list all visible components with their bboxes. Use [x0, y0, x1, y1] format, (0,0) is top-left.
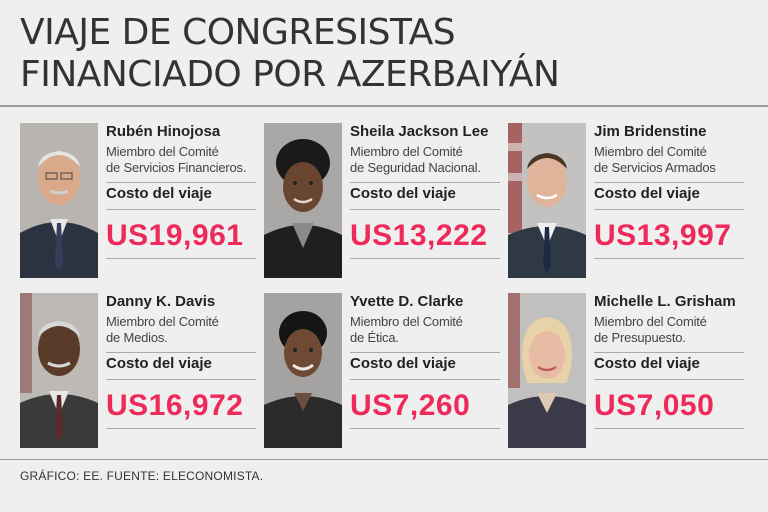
card-bridenstine: Jim Bridenstine Miembro del Comité de Se… — [508, 123, 758, 283]
card-jackson-lee: Sheila Jackson Lee Miembro del Comité de… — [264, 123, 514, 283]
title-line-1: VIAJE DE CONGRESISTAS — [20, 12, 456, 53]
divider — [350, 182, 500, 183]
divider — [350, 209, 500, 210]
divider — [350, 352, 500, 353]
divider — [106, 182, 256, 183]
card-clarke: Yvette D. Clarke Miembro del Comité de É… — [264, 293, 514, 453]
portrait-photo — [508, 123, 586, 278]
role-line-2: de Servicios Armados — [594, 160, 716, 175]
footer-divider — [0, 459, 768, 460]
portrait-image — [20, 293, 98, 448]
source-credit: GRÁFICO: EE. FUENTE: ELECONOMISTA. — [20, 469, 264, 483]
portrait-photo — [20, 123, 98, 278]
cost-label: Costo del viaje — [350, 185, 456, 202]
role-line-1: Miembro del Comité — [106, 144, 219, 159]
cost-value: US7,260 — [350, 389, 471, 422]
member-role: Miembro del Comité de Servicios Financie… — [106, 144, 256, 176]
card-davis: Danny K. Davis Miembro del Comité de Med… — [20, 293, 270, 453]
divider — [594, 428, 744, 429]
divider — [594, 182, 744, 183]
cost-value: US19,961 — [106, 219, 244, 252]
portrait-image — [508, 293, 586, 448]
card-hinojosa: Rubén Hinojosa Miembro del Comité de Ser… — [20, 123, 270, 283]
cost-label: Costo del viaje — [106, 355, 212, 372]
card-grisham: Michelle L. Grisham Miembro del Comité d… — [508, 293, 758, 453]
cost-label: Costo del viaje — [594, 355, 700, 372]
role-line-1: Miembro del Comité — [350, 314, 463, 329]
member-name: Danny K. Davis — [106, 293, 216, 310]
member-role: Miembro del Comité de Seguridad Nacional… — [350, 144, 500, 176]
member-name: Jim Bridenstine — [594, 123, 707, 140]
member-name: Yvette D. Clarke — [350, 293, 464, 310]
divider — [350, 379, 500, 380]
divider — [106, 352, 256, 353]
role-line-2: de Seguridad Nacional. — [350, 160, 481, 175]
member-role: Miembro del Comité de Presupuesto. — [594, 314, 744, 346]
cost-value: US13,997 — [594, 219, 732, 252]
role-line-1: Miembro del Comité — [594, 314, 707, 329]
portrait-photo — [264, 123, 342, 278]
cost-value: US7,050 — [594, 389, 715, 422]
role-line-1: Miembro del Comité — [350, 144, 463, 159]
role-line-2: de Ética. — [350, 330, 399, 345]
portrait-photo — [508, 293, 586, 448]
member-name: Rubén Hinojosa — [106, 123, 221, 140]
divider — [594, 258, 744, 259]
cost-value: US16,972 — [106, 389, 244, 422]
portrait-image — [264, 293, 342, 448]
portrait-photo — [264, 293, 342, 448]
divider — [106, 428, 256, 429]
portrait-image — [264, 123, 342, 278]
role-line-2: de Medios. — [106, 330, 168, 345]
member-name: Sheila Jackson Lee — [350, 123, 489, 140]
page-title: VIAJE DE CONGRESISTAS FINANCIADO POR AZE… — [20, 12, 750, 96]
cost-value: US13,222 — [350, 219, 488, 252]
role-line-2: de Presupuesto. — [594, 330, 686, 345]
title-line-2: FINANCIADO POR AZERBAIYÁN — [20, 54, 560, 95]
member-role: Miembro del Comité de Medios. — [106, 314, 256, 346]
cost-label: Costo del viaje — [106, 185, 212, 202]
divider — [106, 258, 256, 259]
member-role: Miembro del Comité de Servicios Armados — [594, 144, 744, 176]
portrait-photo — [20, 293, 98, 448]
divider — [594, 209, 744, 210]
role-line-1: Miembro del Comité — [594, 144, 707, 159]
divider — [106, 209, 256, 210]
member-role: Miembro del Comité de Ética. — [350, 314, 500, 346]
divider — [594, 352, 744, 353]
cost-label: Costo del viaje — [350, 355, 456, 372]
divider — [350, 258, 500, 259]
divider — [106, 379, 256, 380]
divider — [350, 428, 500, 429]
title-divider — [0, 105, 768, 107]
portrait-image — [508, 123, 586, 278]
portrait-image — [20, 123, 98, 278]
cost-label: Costo del viaje — [594, 185, 700, 202]
divider — [594, 379, 744, 380]
role-line-1: Miembro del Comité — [106, 314, 219, 329]
member-name: Michelle L. Grisham — [594, 293, 736, 310]
role-line-2: de Servicios Financieros. — [106, 160, 247, 175]
